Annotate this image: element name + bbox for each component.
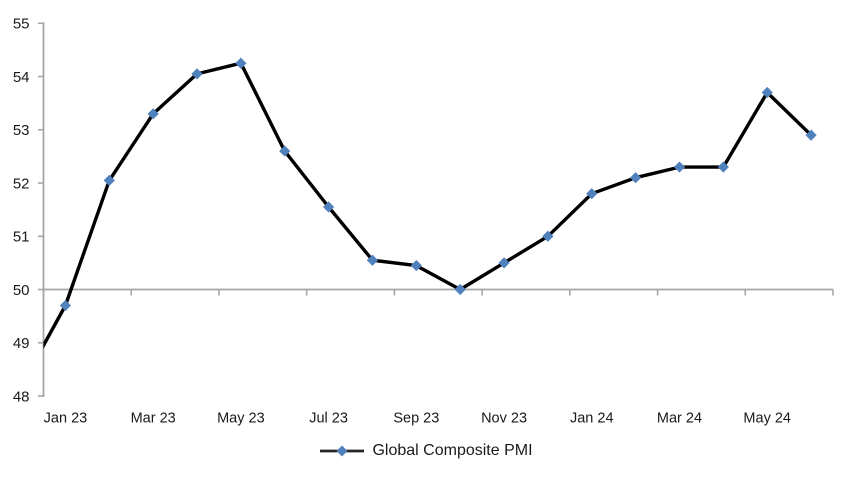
y-axis-tick-label: 50 xyxy=(13,282,30,299)
x-axis-tick-label: Sep 23 xyxy=(393,411,439,427)
x-axis-tick-label: Mar 23 xyxy=(131,411,176,427)
series-global-composite-pmi xyxy=(43,57,817,349)
data-point-marker xyxy=(59,299,72,312)
y-axis-tick-label: 52 xyxy=(13,175,30,192)
data-point-marker xyxy=(717,161,729,173)
x-axis-tick-label: Jan 24 xyxy=(570,411,614,427)
x-axis: Jan 23 Mar 23 May 23 Jul 23 Sep 23 Nov 23 Jan … xyxy=(42,288,834,427)
x-axis-tick-label: Jan 23 xyxy=(44,411,88,427)
y-axis-tick-label: 53 xyxy=(13,122,30,139)
y-axis-tick-label: 48 xyxy=(13,388,30,405)
data-point-marker xyxy=(542,230,554,242)
data-point-marker xyxy=(498,257,510,269)
data-point-marker xyxy=(454,283,466,296)
data-point-marker xyxy=(191,68,203,80)
data-point-marker xyxy=(322,201,335,213)
x-axis-tick-label: May 23 xyxy=(217,411,265,427)
data-point-marker xyxy=(147,108,159,120)
data-point-marker xyxy=(630,172,642,184)
data-point-marker xyxy=(586,188,598,200)
data-point-marker xyxy=(103,174,115,186)
x-axis-tick-label: Mar 24 xyxy=(657,411,702,427)
y-axis-tick-label: 49 xyxy=(13,335,30,352)
data-point-marker xyxy=(761,86,773,99)
x-axis-tick-label: Nov 23 xyxy=(481,411,527,427)
y-axis: 48 49 50 51 52 53 54 55 xyxy=(13,16,45,405)
x-axis-tick-label: May 24 xyxy=(743,411,791,427)
data-point-marker xyxy=(410,259,422,272)
y-axis-tick-label: 54 xyxy=(13,69,30,86)
data-point-marker xyxy=(235,57,247,69)
data-point-marker xyxy=(673,161,686,173)
legend-label: Global Composite PMI xyxy=(372,442,533,459)
data-point-marker xyxy=(279,145,291,157)
legend-marker-icon xyxy=(320,445,365,457)
pmi-line xyxy=(43,61,813,349)
data-point-marker xyxy=(366,254,379,266)
y-axis-tick-label: 51 xyxy=(13,229,30,246)
data-point-marker xyxy=(805,129,817,141)
y-axis-tick-label: 55 xyxy=(13,16,30,33)
legend: Global Composite PMI xyxy=(0,438,852,464)
x-axis-tick-label: Jul 23 xyxy=(309,411,348,427)
